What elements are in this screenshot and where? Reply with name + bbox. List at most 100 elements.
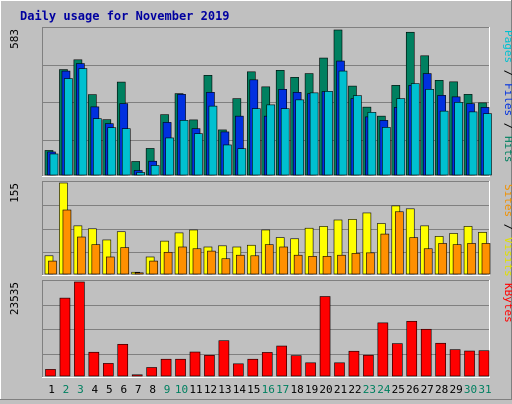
bar-sites-19 [308,256,317,275]
bar-kbytes-13 [218,340,230,377]
y-max-label: 23535 [8,282,21,315]
bar-kbytes-5 [103,363,114,377]
x-tick-label-23: 23 [363,383,376,396]
x-tick-label-12: 12 [204,383,217,396]
bar-kbytes-10 [175,358,186,377]
x-tick-label-18: 18 [291,383,304,396]
bar-sites-9 [163,251,173,275]
bar-pages-4 [93,118,102,176]
x-tick-label-15: 15 [247,383,260,396]
bar-kbytes-29 [449,349,461,377]
bar-pages-14 [237,148,247,176]
x-tick-label-25: 25 [392,383,405,396]
y-axis-series-label: KBytes [502,283,512,323]
panel-3: 23535 KBytes [8,280,512,378]
bar-kbytes-6 [117,343,129,377]
y-axis-series-label: Pages / Files / Hits [502,30,512,163]
bar-pages-1 [49,153,59,176]
bar-sites-6 [120,247,130,275]
x-tick-label-29: 29 [449,383,462,396]
x-tick-label-20: 20 [319,383,332,396]
y-axis-label-part: Visits [502,237,512,277]
bar-sites-25 [394,211,404,275]
bar-pages-19 [309,92,319,176]
x-tick-label-7: 7 [135,383,142,396]
y-axis-label-part: Hits [502,136,512,163]
bar-sites-1 [48,260,57,275]
bar-pages-11 [194,133,203,176]
bar-kbytes-22 [348,350,360,377]
bar-kbytes-19 [305,362,316,377]
x-tick-label-13: 13 [218,383,231,396]
bar-kbytes-7 [131,374,143,377]
bar-sites-3 [77,236,86,275]
bar-kbytes-3 [74,281,85,377]
y-axis-label-part: Pages [502,30,512,63]
bar-pages-27 [425,89,435,176]
bar-pages-15 [252,108,261,176]
x-tick-label-5: 5 [106,383,113,396]
bar-pages-8 [150,165,160,176]
bar-kbytes-26 [406,320,418,377]
bar-pages-9 [165,137,174,176]
bar-kbytes-15 [247,358,259,377]
bar-sites-30 [467,243,476,275]
bar-pages-23 [367,112,377,176]
bar-kbytes-4 [88,351,100,377]
bar-pages-10 [179,120,189,176]
bar-sites-28 [438,243,447,275]
bar-pages-21 [338,70,348,176]
y-axis-series-label: Sites / Visits [502,184,512,277]
x-tick-label-28: 28 [435,383,448,396]
bar-kbytes-27 [420,328,432,377]
y-axis-label-part: KBytes [502,283,512,323]
bar-kbytes-31 [478,350,490,377]
bar-pages-30 [468,111,478,176]
y-axis-label-part: / [502,217,512,237]
x-tick-label-11: 11 [189,383,202,396]
bar-sites-18 [293,254,303,275]
x-tick-label-26: 26 [406,383,419,396]
y-axis-label-part: / [502,63,512,83]
bar-sites-17 [279,246,289,275]
bar-pages-6 [121,128,131,176]
x-tick-label-19: 19 [305,383,318,396]
bar-kbytes-18 [290,355,302,377]
bar-kbytes-1 [45,369,56,377]
bar-sites-12 [207,250,216,275]
bar-pages-24 [382,127,391,176]
x-tick-label-17: 17 [276,383,289,396]
x-tick-label-10: 10 [175,383,188,396]
bar-pages-18 [295,99,304,176]
x-tick-label-9: 9 [164,383,171,396]
bar-kbytes-25 [391,343,403,377]
bar-pages-28 [439,110,449,176]
bar-kbytes-16 [261,352,273,377]
chart-title: Daily usage for November 2019 [20,9,230,23]
y-axis-label-part: Files [502,83,512,116]
x-tick-label-2: 2 [63,383,70,396]
y-axis-label-part: / [502,116,512,136]
x-tick-label-31: 31 [478,383,491,396]
x-tick-label-30: 30 [464,383,477,396]
bar-kbytes-12 [204,355,215,377]
bar-sites-13 [221,258,231,275]
bar-pages-13 [223,144,232,176]
bar-pages-22 [353,95,362,176]
panel-2: 155 Sites / Visits [8,181,512,277]
bar-sites-11 [192,248,202,275]
x-tick-label-1: 1 [48,383,55,396]
bar-pages-29 [454,102,463,176]
x-tick-label-21: 21 [334,383,347,396]
bar-kbytes-24 [377,322,389,377]
bar-sites-29 [452,244,462,275]
x-tick-label-14: 14 [233,383,247,396]
bar-kbytes-28 [435,342,446,377]
x-tick-label-4: 4 [92,383,99,396]
x-tick-label-8: 8 [149,383,156,396]
bar-sites-31 [481,243,491,275]
bar-sites-15 [250,255,260,275]
bar-kbytes-30 [464,350,475,377]
x-tick-label-27: 27 [421,383,434,396]
